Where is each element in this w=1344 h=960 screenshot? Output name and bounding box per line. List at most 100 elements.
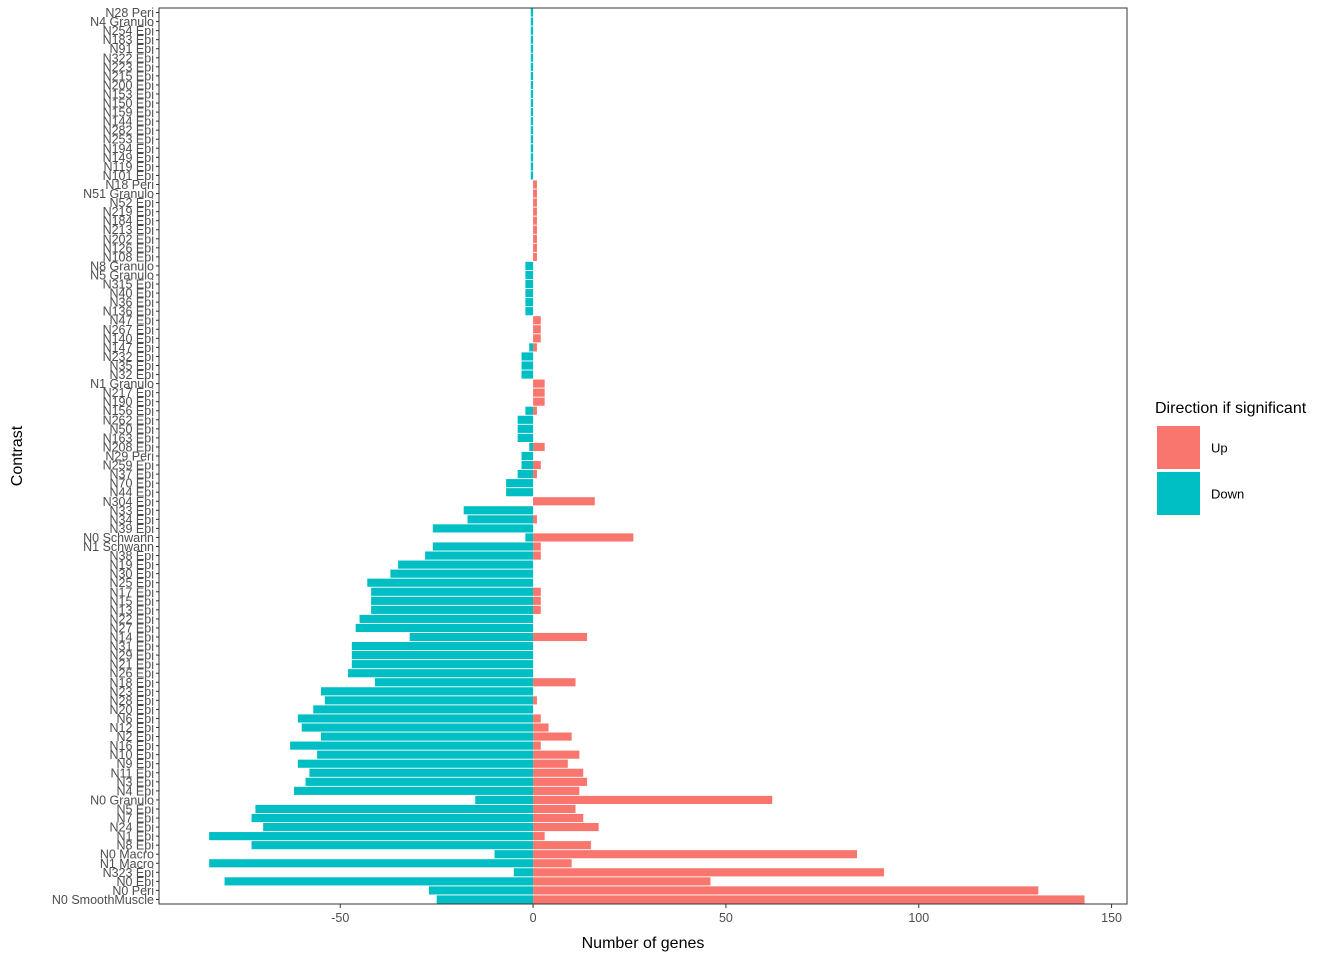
bar-down [521,460,534,470]
bar-up [533,406,537,415]
y-tick-label: N23 Epi [110,685,154,699]
bar-down [530,89,534,99]
y-tick-label: N219 Epi [103,205,154,219]
y-tick-label: N51 Granulo [83,187,154,201]
bar-up [533,886,1039,895]
bar-down [320,687,534,696]
bar-down [530,162,534,171]
y-tick-label: N5 Epi [116,802,154,816]
bar-up [533,533,634,542]
bar-down [530,126,534,135]
y-tick-label: N9 Epi [116,757,154,771]
y-tick-label: N20 Epi [110,703,154,717]
y-tick-label: N37 Epi [110,468,154,482]
y-tick-label: N19 Epi [110,558,154,572]
y-tick-label: N26 Epi [110,667,154,681]
y-tick-label: N1 Macro [100,857,154,871]
bar-up [533,795,773,804]
y-tick-label: N1 Epi [116,830,154,844]
y-tick-label: N0 Epi [116,875,154,889]
bar-down [371,596,534,605]
bar-up [533,325,541,334]
y-tick-label: N18 Epi [110,676,154,690]
y-tick-label: N11 Epi [110,766,154,780]
bar-down [517,433,534,442]
bar-down [374,678,534,687]
bar-down [530,135,534,144]
y-tick-label: N2 Epi [116,730,154,744]
y-tick-label: N29 Epi [110,649,154,663]
bar-up [533,515,537,524]
y-tick-label: N101 Epi [103,169,154,183]
y-tick-label: N8 Granulo [90,259,154,273]
bar-down [367,578,534,587]
y-tick-label: N153 Epi [103,87,154,101]
y-tick-label: N4 Granulo [90,15,154,29]
bar-up [533,786,580,795]
bar-up [533,180,537,189]
bar-up [533,822,599,832]
bar-up [533,678,576,687]
y-tick-label: N194 Epi [103,142,154,156]
bar-down [517,415,534,424]
bar-up [533,198,537,207]
y-tick-label: N0 SmoothMuscle [52,893,154,907]
y-tick-label: N1 Granulo [90,377,154,391]
y-tick-label: N149 Epi [103,151,154,165]
bar-down [475,795,534,804]
bar-up [533,605,541,614]
bar-up [533,868,885,877]
bar-down [530,17,534,26]
y-tick-label: N150 Epi [103,97,154,111]
y-tick-label: N47 Epi [110,314,154,328]
bar-down [293,786,534,795]
y-tick-label: N215 Epi [103,69,154,83]
bar-down [529,343,534,352]
bar-down [530,26,534,35]
bar-down [517,424,534,433]
y-tick-label: N35 Epi [110,359,154,373]
bar-up [533,551,541,560]
bar-down [359,614,534,623]
bar-down [320,732,534,741]
bar-down [432,542,534,551]
bar-down [432,524,534,533]
bar-up [533,750,580,759]
y-tick-label: N259 Epi [103,459,154,473]
y-tick-label: N156 Epi [103,404,154,418]
bar-down [301,723,534,732]
bars-layer [209,8,1085,904]
y-tick-label: N21 Epi [110,658,154,672]
y-tick-label: N33 Epi [110,504,154,518]
bar-up [533,777,588,786]
bar-down [297,714,534,723]
y-tick-label: N13 Epi [110,603,154,617]
bar-down [530,35,534,44]
bar-up [533,397,545,406]
bar-up [533,732,572,741]
y-tick-label: N213 Epi [103,223,154,237]
bar-up [533,877,711,886]
y-tick-label: N70 Epi [110,477,154,491]
y-tick-label: N254 Epi [103,24,154,38]
y-tick-label: N31 Epi [110,640,154,654]
bar-down [530,117,534,126]
bar-up [533,632,588,642]
y-tick-label: N1 Schwann [83,540,154,554]
y-tick-label: N190 Epi [103,395,154,409]
bar-down [428,886,534,895]
bar-down [347,669,534,678]
bar-down [209,859,534,868]
y-tick-label: N14 Epi [110,631,154,645]
bar-down [398,560,534,569]
bar-down [525,289,534,298]
bar-down [305,777,534,786]
bar-down [290,741,534,750]
y-tick-label: N140 Epi [103,332,154,346]
legend-label-down: Down [1211,487,1244,502]
y-tick-label: N44 Epi [110,486,154,500]
bar-down [371,605,534,614]
x-axis-title: Number of genes [582,935,705,952]
legend-swatch-up [1157,426,1200,469]
y-tick-label: N126 Epi [103,241,154,255]
